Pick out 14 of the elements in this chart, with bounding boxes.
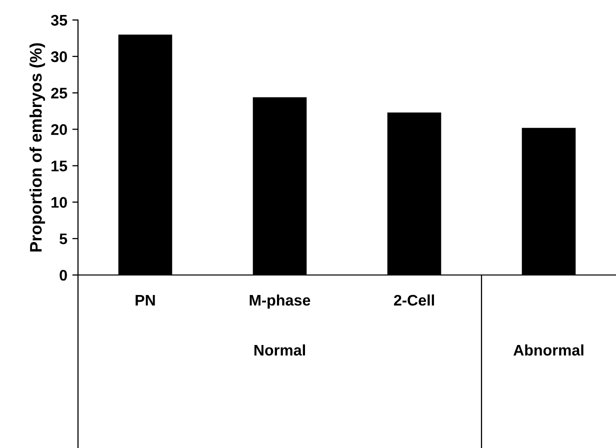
y-tick-label: 10 xyxy=(52,197,67,208)
y-tick-label: 15 xyxy=(52,160,68,172)
y-tick-label: 0 xyxy=(60,270,67,281)
x-tick-label: 2-Cell xyxy=(394,294,434,306)
y-tick-label: 20 xyxy=(51,124,67,135)
y-tick-label: 35 xyxy=(50,14,68,26)
text: Normal xyxy=(254,344,305,356)
x-tick-label: M-phase xyxy=(250,294,310,309)
y-axis-title: Proportion of embryos (%) xyxy=(30,43,46,252)
text: Abnormal xyxy=(513,344,584,356)
x-tick-label: PN xyxy=(136,295,155,306)
y-tick-label: 5 xyxy=(60,234,68,244)
y-tick-label: 25 xyxy=(51,88,68,99)
y-tick-label: 30 xyxy=(50,51,67,62)
